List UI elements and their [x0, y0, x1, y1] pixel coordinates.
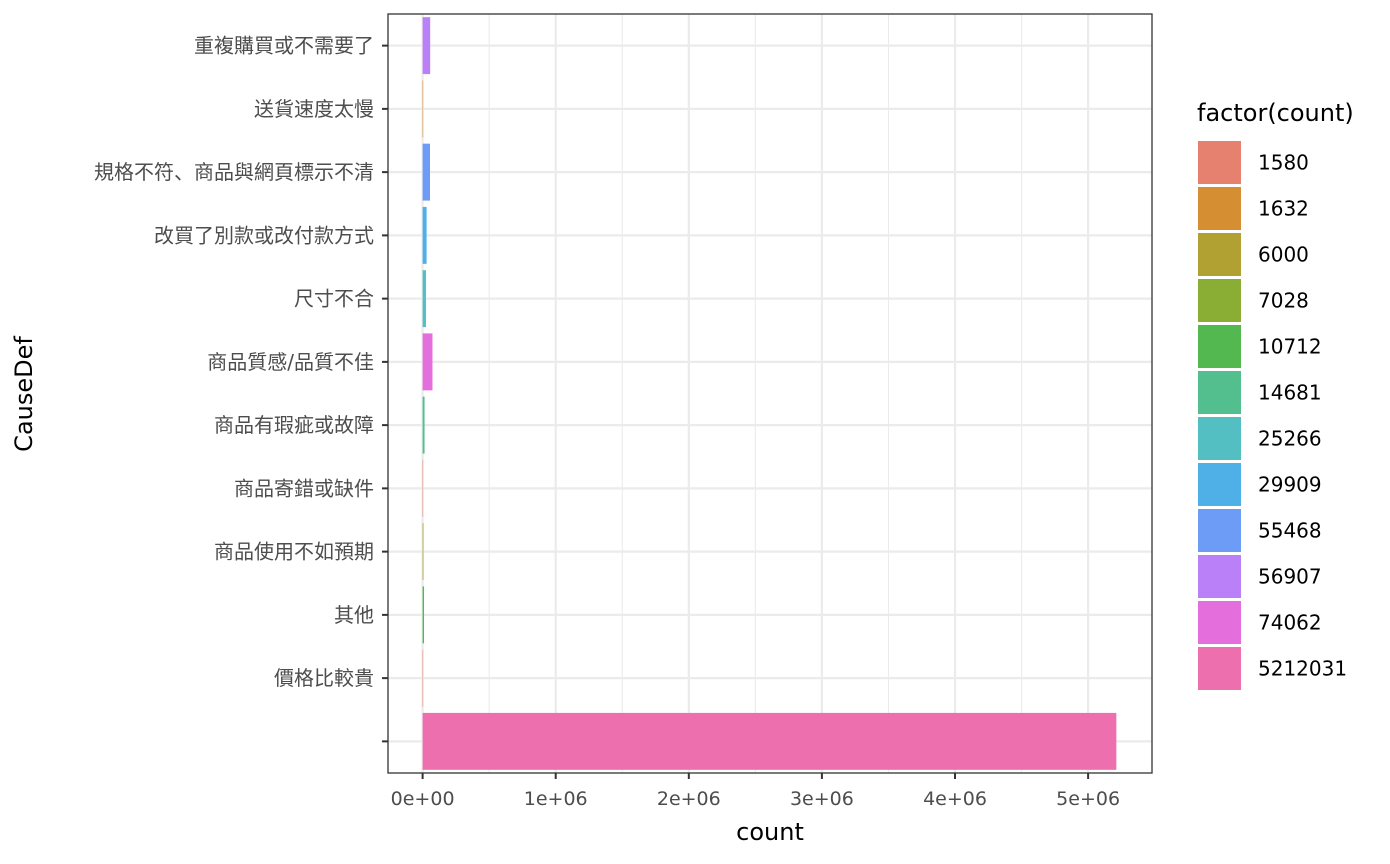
- legend-key: [1198, 509, 1241, 552]
- legend-key: [1198, 601, 1241, 644]
- legend-label: 74062: [1258, 611, 1322, 635]
- legend-key: [1198, 647, 1241, 690]
- y-tick-label: 商品有瑕疵或故障: [214, 413, 374, 437]
- y-tick-label: 商品質感/品質不佳: [207, 350, 374, 374]
- y-tick-label: 其他: [334, 603, 374, 627]
- x-tick-label: 3e+06: [790, 788, 854, 810]
- axes: 重複購買或不需要了送貨速度太慢規格不符、商品與網頁標示不清改買了別款或改付款方式…: [94, 34, 1120, 810]
- legend-key: [1198, 279, 1241, 322]
- y-tick-label: 價格比較貴: [274, 666, 374, 690]
- legend-key: [1198, 141, 1241, 184]
- bar: [422, 333, 433, 391]
- y-tick-label: 尺寸不合: [294, 287, 374, 311]
- bar: [422, 459, 424, 517]
- legend-label: 1632: [1258, 197, 1309, 221]
- y-axis-title: CauseDef: [10, 336, 38, 452]
- bar: [422, 143, 430, 201]
- bar: [422, 206, 427, 264]
- x-tick-label: 0e+00: [391, 788, 455, 810]
- y-tick-label: 送貨速度太慢: [254, 97, 374, 121]
- plot-panel-border: [387, 13, 1153, 774]
- bars: [422, 17, 1117, 770]
- y-tick-label: 商品使用不如預期: [214, 540, 374, 564]
- bar: [422, 649, 424, 707]
- legend-label: 14681: [1258, 381, 1322, 405]
- plot-panel-background: [388, 14, 1152, 773]
- legend-key: [1198, 417, 1241, 460]
- legend-key: [1198, 371, 1241, 414]
- bar: [422, 712, 1117, 770]
- bar: [422, 396, 425, 454]
- y-tick-label: 重複購買或不需要了: [194, 34, 374, 58]
- y-tick-label: 商品寄錯或缺件: [234, 476, 374, 500]
- legend: 1580 1632 6000 7028 10712 14681 25266 29909 5546…: [1198, 141, 1347, 690]
- legend-label: 1580: [1258, 151, 1309, 175]
- legend-title: factor(count): [1197, 99, 1354, 127]
- y-tick-label: 規格不符、商品與網頁標示不清: [94, 160, 374, 184]
- legend-label: 29909: [1258, 473, 1322, 497]
- legend-label: 10712: [1258, 335, 1322, 359]
- legend-key: [1198, 555, 1241, 598]
- legend-label: 5212031: [1258, 657, 1347, 681]
- bar: [422, 80, 424, 138]
- x-axis-title: count: [736, 818, 804, 846]
- bar: [422, 586, 425, 644]
- legend-key: [1198, 233, 1241, 276]
- bar: [422, 17, 431, 75]
- bar: [422, 270, 426, 328]
- legend-label: 56907: [1258, 565, 1322, 589]
- x-tick-label: 5e+06: [1056, 788, 1120, 810]
- legend-label: 25266: [1258, 427, 1322, 451]
- legend-label: 55468: [1258, 519, 1322, 543]
- legend-key: [1198, 463, 1241, 506]
- bar: [422, 523, 424, 581]
- legend-label: 6000: [1258, 243, 1309, 267]
- legend-key: [1198, 325, 1241, 368]
- x-tick-label: 1e+06: [524, 788, 588, 810]
- y-tick-label: 改買了別款或改付款方式: [154, 223, 374, 247]
- x-tick-label: 4e+06: [923, 788, 987, 810]
- legend-key: [1198, 187, 1241, 230]
- x-tick-label: 2e+06: [657, 788, 721, 810]
- legend-label: 7028: [1258, 289, 1309, 313]
